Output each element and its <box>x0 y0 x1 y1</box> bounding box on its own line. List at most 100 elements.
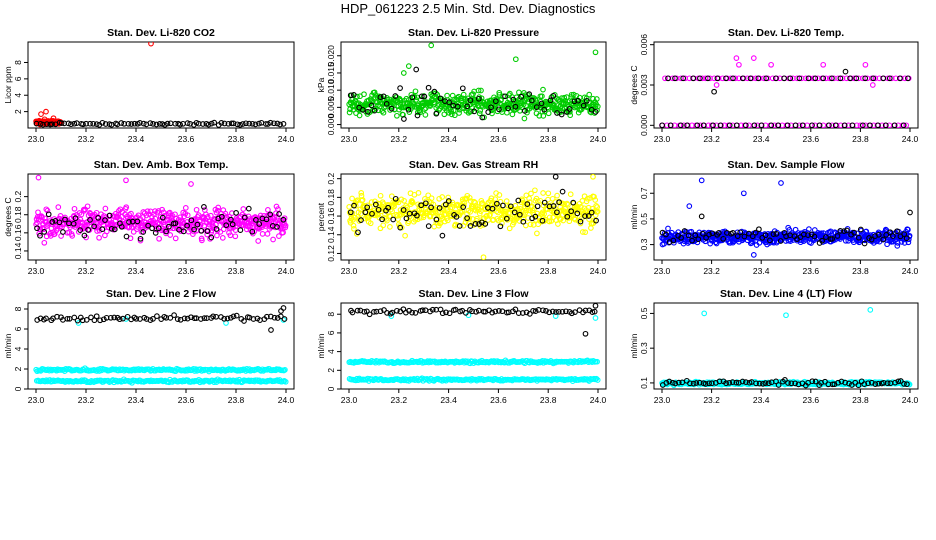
data-point <box>434 91 441 98</box>
data-point <box>577 220 584 227</box>
data-point <box>118 120 125 126</box>
data-point <box>177 214 184 221</box>
data-point <box>361 91 367 98</box>
data-point <box>118 223 125 230</box>
data-point <box>787 75 794 82</box>
data-point <box>470 91 476 97</box>
data-point <box>706 231 712 238</box>
data-point <box>559 308 566 315</box>
data-point <box>838 378 845 385</box>
data-point <box>749 238 756 245</box>
data-point-outlier <box>698 213 705 220</box>
data-point <box>97 317 103 324</box>
x-tick-label: 24.0 <box>590 134 607 144</box>
y-tick-label: 0.006 <box>639 34 649 56</box>
data-point <box>263 218 270 225</box>
data-point <box>700 122 707 128</box>
data-point <box>350 92 357 98</box>
data-point <box>140 120 147 127</box>
data-point <box>886 75 893 82</box>
data-point <box>512 103 519 110</box>
data-point <box>346 109 353 116</box>
data-point <box>395 199 402 206</box>
data-point <box>479 200 486 206</box>
data-point <box>594 358 600 365</box>
x-tick-label: 23.6 <box>178 395 195 405</box>
data-point <box>377 308 384 315</box>
data-point <box>225 120 232 127</box>
data-point <box>444 92 450 99</box>
data-point <box>726 379 733 386</box>
data-point <box>402 232 408 239</box>
data-point <box>347 92 354 99</box>
data-point <box>371 107 378 114</box>
data-point <box>361 308 368 315</box>
data-point <box>431 88 438 95</box>
data-point <box>475 95 482 102</box>
data-point <box>703 234 709 241</box>
data-point <box>433 110 440 117</box>
data-point <box>467 223 474 229</box>
data-point <box>387 224 393 230</box>
data-point <box>588 209 595 216</box>
data-point <box>425 223 432 229</box>
data-point <box>729 379 736 385</box>
data-point <box>539 217 546 224</box>
data-point <box>511 209 518 216</box>
data-point <box>69 233 76 239</box>
data-point <box>188 314 194 321</box>
data-point <box>282 378 289 385</box>
data-point <box>199 237 205 244</box>
y-tick-label: 4 <box>13 346 23 351</box>
data-point <box>43 206 50 213</box>
data-point <box>506 225 513 232</box>
data-point <box>106 212 113 219</box>
data-point <box>197 221 204 228</box>
data-point <box>785 380 791 386</box>
data-point <box>536 112 543 119</box>
data-point <box>578 359 585 365</box>
data-point <box>184 212 191 219</box>
chart-rh: Stan. Dev. Gas Stream RH 23.0 23.2 23.4 23.6… <box>316 159 607 276</box>
data-point <box>375 206 382 213</box>
data-point <box>467 97 474 104</box>
data-point-outlier <box>428 42 435 49</box>
data-point <box>446 99 453 106</box>
data-point <box>530 222 537 228</box>
data-point <box>524 201 531 207</box>
data-point <box>853 75 860 82</box>
y-tick-label: 0.000 <box>326 114 336 136</box>
data-point <box>521 200 528 207</box>
data-point <box>156 121 163 127</box>
data-point <box>564 213 571 220</box>
data-point <box>489 309 496 316</box>
data-point-outlier <box>750 55 757 61</box>
data-point <box>829 236 836 242</box>
data-point <box>751 122 758 128</box>
data-point-outlier <box>907 209 913 216</box>
data-point-outlier <box>736 61 742 68</box>
data-point <box>198 316 204 322</box>
x-tick-label: 23.4 <box>753 266 770 276</box>
chart-title: Stan. Dev. Gas Stream RH <box>409 159 538 171</box>
chart-line2: Stan. Dev. Line 2 Flow 23.0 23.2 23.4 23.6 23… <box>3 288 295 405</box>
data-point <box>570 91 577 98</box>
data-point <box>530 307 536 314</box>
data-point <box>665 225 671 232</box>
x-tick-label: 23.6 <box>178 134 195 144</box>
data-point <box>394 112 400 119</box>
data-point <box>561 94 568 101</box>
data-point <box>788 380 795 387</box>
data-point <box>875 380 882 387</box>
data-point <box>250 316 257 322</box>
data-point <box>545 190 552 197</box>
data-point <box>763 75 770 82</box>
data-point <box>376 214 383 221</box>
data-point <box>454 103 461 110</box>
data-point <box>99 119 106 126</box>
data-point <box>181 213 187 220</box>
data-point <box>427 103 434 109</box>
data-point <box>497 223 504 230</box>
data-point <box>249 120 256 127</box>
data-point <box>714 75 721 82</box>
